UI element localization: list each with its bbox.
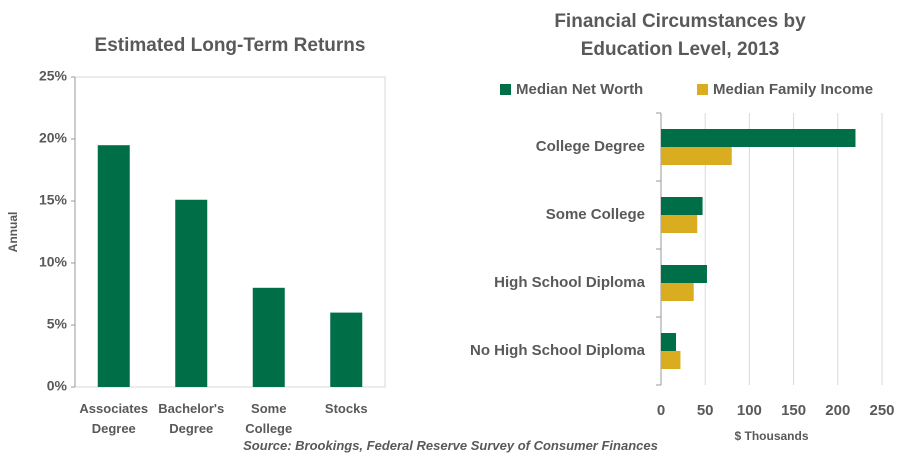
y-tick-label: 0% [47, 378, 68, 394]
y-axis-label: Annual [6, 212, 20, 253]
y-tick-label: 25% [39, 68, 68, 84]
x-tick-label: Associates Degree [79, 401, 149, 436]
bar [661, 333, 677, 351]
y-tick-label: High School Diploma [494, 274, 645, 291]
bar [97, 145, 130, 387]
x-axis-label: $ Thousands [734, 429, 808, 443]
y-tick-label: 20% [39, 130, 68, 146]
legend-swatch [500, 84, 511, 95]
x-tick-label: Bachelor's Degree [158, 401, 225, 436]
source: Source: Brookings, Federal Reserve Surve… [243, 438, 658, 453]
bar [661, 129, 856, 147]
x-tick-label: 200 [825, 402, 850, 419]
bar [661, 147, 732, 165]
x-tick-label: 0 [657, 402, 665, 419]
x-tick-label: Stocks [324, 401, 368, 416]
x-tick-label: 50 [697, 402, 714, 419]
chart-title: Financial Circumstances by Education Lev… [554, 11, 806, 60]
y-tick-label: 10% [39, 254, 68, 270]
bar [661, 215, 698, 233]
legend-label: Median Net Worth [516, 81, 643, 98]
x-tick-label: 100 [737, 402, 762, 419]
x-tick-label: 150 [781, 402, 806, 419]
bar [661, 197, 703, 215]
x-tick-label: Some College [245, 401, 293, 436]
bar [175, 199, 208, 387]
bar [661, 283, 694, 301]
legend-swatch [697, 84, 708, 95]
y-tick-label: 5% [47, 316, 68, 332]
bar [661, 351, 681, 369]
y-tick-label: Some College [546, 206, 645, 223]
bar [330, 312, 363, 387]
bar [661, 265, 707, 283]
bar [252, 287, 285, 387]
legend-label: Median Family Income [713, 81, 873, 98]
x-tick-label: 250 [869, 402, 894, 419]
chart-title: Estimated Long-Term Returns [95, 35, 366, 56]
y-tick-label: College Degree [536, 138, 645, 155]
y-tick-label: No High School Diploma [470, 342, 646, 359]
y-tick-label: 15% [39, 192, 68, 208]
